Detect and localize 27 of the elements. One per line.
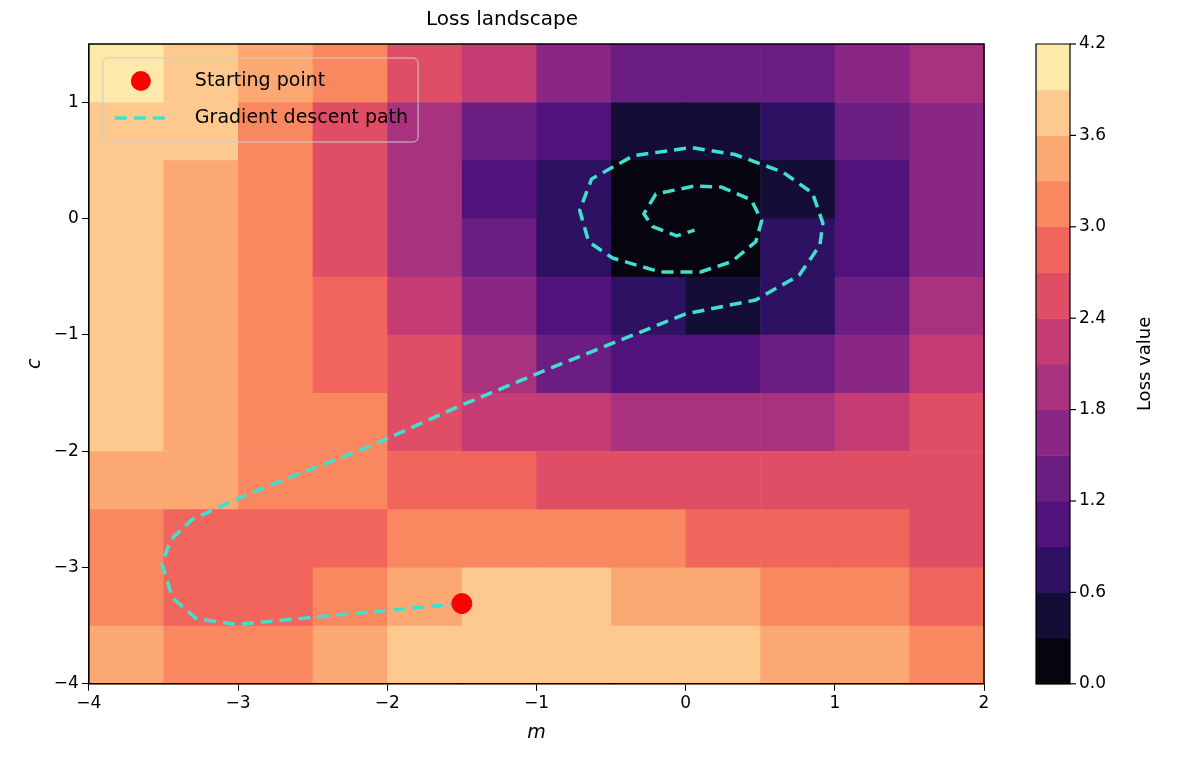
color-bar-label: 3.6 xyxy=(1079,123,1107,144)
color-bar-label: 2.4 xyxy=(1079,306,1107,327)
chart-title: Loss landscape xyxy=(425,6,579,31)
x-tick-label: 0 xyxy=(680,692,692,713)
y-tick-label: −2 xyxy=(53,439,79,460)
color-bar-title: Loss value xyxy=(1132,316,1154,412)
legend-label: Starting point xyxy=(194,67,326,90)
x-tick-label: 2 xyxy=(978,692,990,713)
x-tick-label: −3 xyxy=(225,692,251,713)
x-tick-label: 1 xyxy=(829,692,841,713)
y-tick-label: −3 xyxy=(53,555,79,576)
line-series xyxy=(160,145,825,627)
x-axis-title: m xyxy=(527,719,546,742)
color-bar-label: 0.6 xyxy=(1079,580,1107,601)
y-tick-label: −1 xyxy=(53,323,79,344)
color-bar-label: 3.0 xyxy=(1079,215,1107,236)
color-bar-label: 1.2 xyxy=(1079,489,1107,510)
color-bar-label: 1.8 xyxy=(1079,398,1107,419)
legend-label: Gradient descent path xyxy=(194,104,409,127)
y-tick-label: −4 xyxy=(53,672,79,693)
x-tick-label: −2 xyxy=(374,692,400,713)
color-bar-label: 4.2 xyxy=(1079,32,1107,53)
color-bar-label: 0.0 xyxy=(1079,672,1107,693)
x-tick-label: −1 xyxy=(523,692,549,713)
y-tick-label: 0 xyxy=(68,206,79,227)
y-axis-title: c xyxy=(22,358,45,370)
y-tick-label: 1 xyxy=(68,90,79,111)
